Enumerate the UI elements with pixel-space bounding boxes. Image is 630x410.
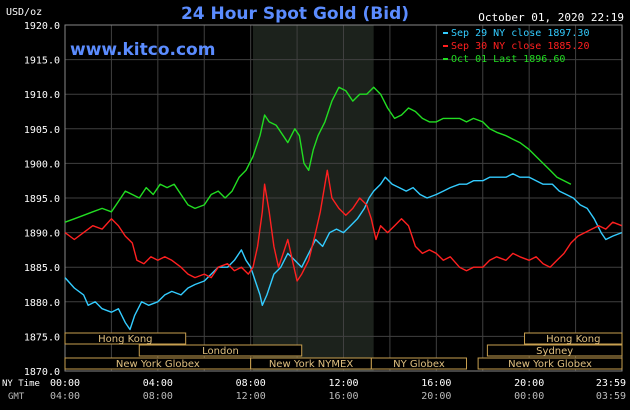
x-tick-label-ny: 08:00 xyxy=(236,378,266,389)
legend: Sep 29 NY close 1897.30 Sep 30 NY close 1… xyxy=(443,28,589,65)
y-axis-unit: USD/oz xyxy=(6,7,42,18)
session-box xyxy=(486,344,623,357)
session-box xyxy=(64,332,187,345)
y-tick-label: 1900.0 xyxy=(24,159,60,170)
y-tick-label: 1895.0 xyxy=(24,194,60,205)
y-tick-label: 1905.0 xyxy=(24,125,60,136)
session-label: Sydney xyxy=(536,346,573,357)
series-line-1 xyxy=(64,169,623,282)
y-tick-label: 1885.0 xyxy=(24,263,60,274)
session-box xyxy=(524,332,623,345)
legend-entry: Oct 01 Last 1896.60 xyxy=(451,54,565,65)
y-tick-label: 1880.0 xyxy=(24,298,60,309)
series-line-0 xyxy=(64,173,623,331)
chart-title: 24 Hour Spot Gold (Bid) xyxy=(181,4,409,24)
series-line-2 xyxy=(64,86,572,223)
x-tick-label-gmt: 03:59 xyxy=(596,391,626,402)
x-axis-ticks: 00:00 04:00 08:00 12:00 16:00 20:00 23:59 04:00… xyxy=(50,378,626,402)
session-label: NY Globex xyxy=(393,359,445,370)
x-tick-label-ny: 23:59 xyxy=(596,378,626,389)
y-axis-ticks: 1920.0 1915.0 1910.0 1905.0 1900.0 1895.0 1890… xyxy=(24,21,60,378)
y-tick-label: 1915.0 xyxy=(24,56,60,67)
y-tick-label: 1890.0 xyxy=(24,229,60,240)
session-label: London xyxy=(202,346,239,357)
session-label: New York Globex xyxy=(116,359,200,370)
x-tick-label-gmt: 16:00 xyxy=(328,391,358,402)
y-tick-label: 1920.0 xyxy=(24,21,60,32)
session-label: Hong Kong xyxy=(98,334,152,345)
plot-frame xyxy=(64,24,623,372)
ny-time-label: NY Time xyxy=(2,379,40,389)
series-lines xyxy=(64,86,623,331)
x-tick-label-ny: 04:00 xyxy=(143,378,173,389)
x-tick-label-gmt: 12:00 xyxy=(236,391,266,402)
y-tick-label: 1910.0 xyxy=(24,90,60,101)
session-box xyxy=(370,357,468,370)
legend-entry: Sep 29 NY close 1897.30 xyxy=(451,28,589,39)
x-tick-label-gmt: 00:00 xyxy=(514,391,544,402)
timestamp: October 01, 2020 22:19 xyxy=(478,11,624,24)
trading-sessions: Hong Kong Hong Kong London Sydney New York G… xyxy=(64,332,623,370)
session-box xyxy=(477,357,623,370)
x-tick-label-ny: 00:00 xyxy=(50,378,80,389)
x-tick-label-ny: 16:00 xyxy=(421,378,451,389)
session-label: Hong Kong xyxy=(546,334,600,345)
x-tick-label-gmt: 20:00 xyxy=(421,391,451,402)
watermark: www.kitco.com xyxy=(70,40,215,60)
session-label: New York Globex xyxy=(508,359,592,370)
x-tick-label-ny: 20:00 xyxy=(514,378,544,389)
gmt-label: GMT xyxy=(8,392,25,402)
x-tick-label-ny: 12:00 xyxy=(328,378,358,389)
x-tick-label-gmt: 04:00 xyxy=(50,391,80,402)
legend-entry: Sep 30 NY close 1885.20 xyxy=(451,41,589,52)
x-tick-label-gmt: 08:00 xyxy=(143,391,173,402)
y-tick-label: 1875.0 xyxy=(24,332,60,343)
session-box xyxy=(138,344,303,357)
y-tick-label: 1870.0 xyxy=(24,367,60,378)
session-label: New York NYMEX xyxy=(269,359,354,370)
